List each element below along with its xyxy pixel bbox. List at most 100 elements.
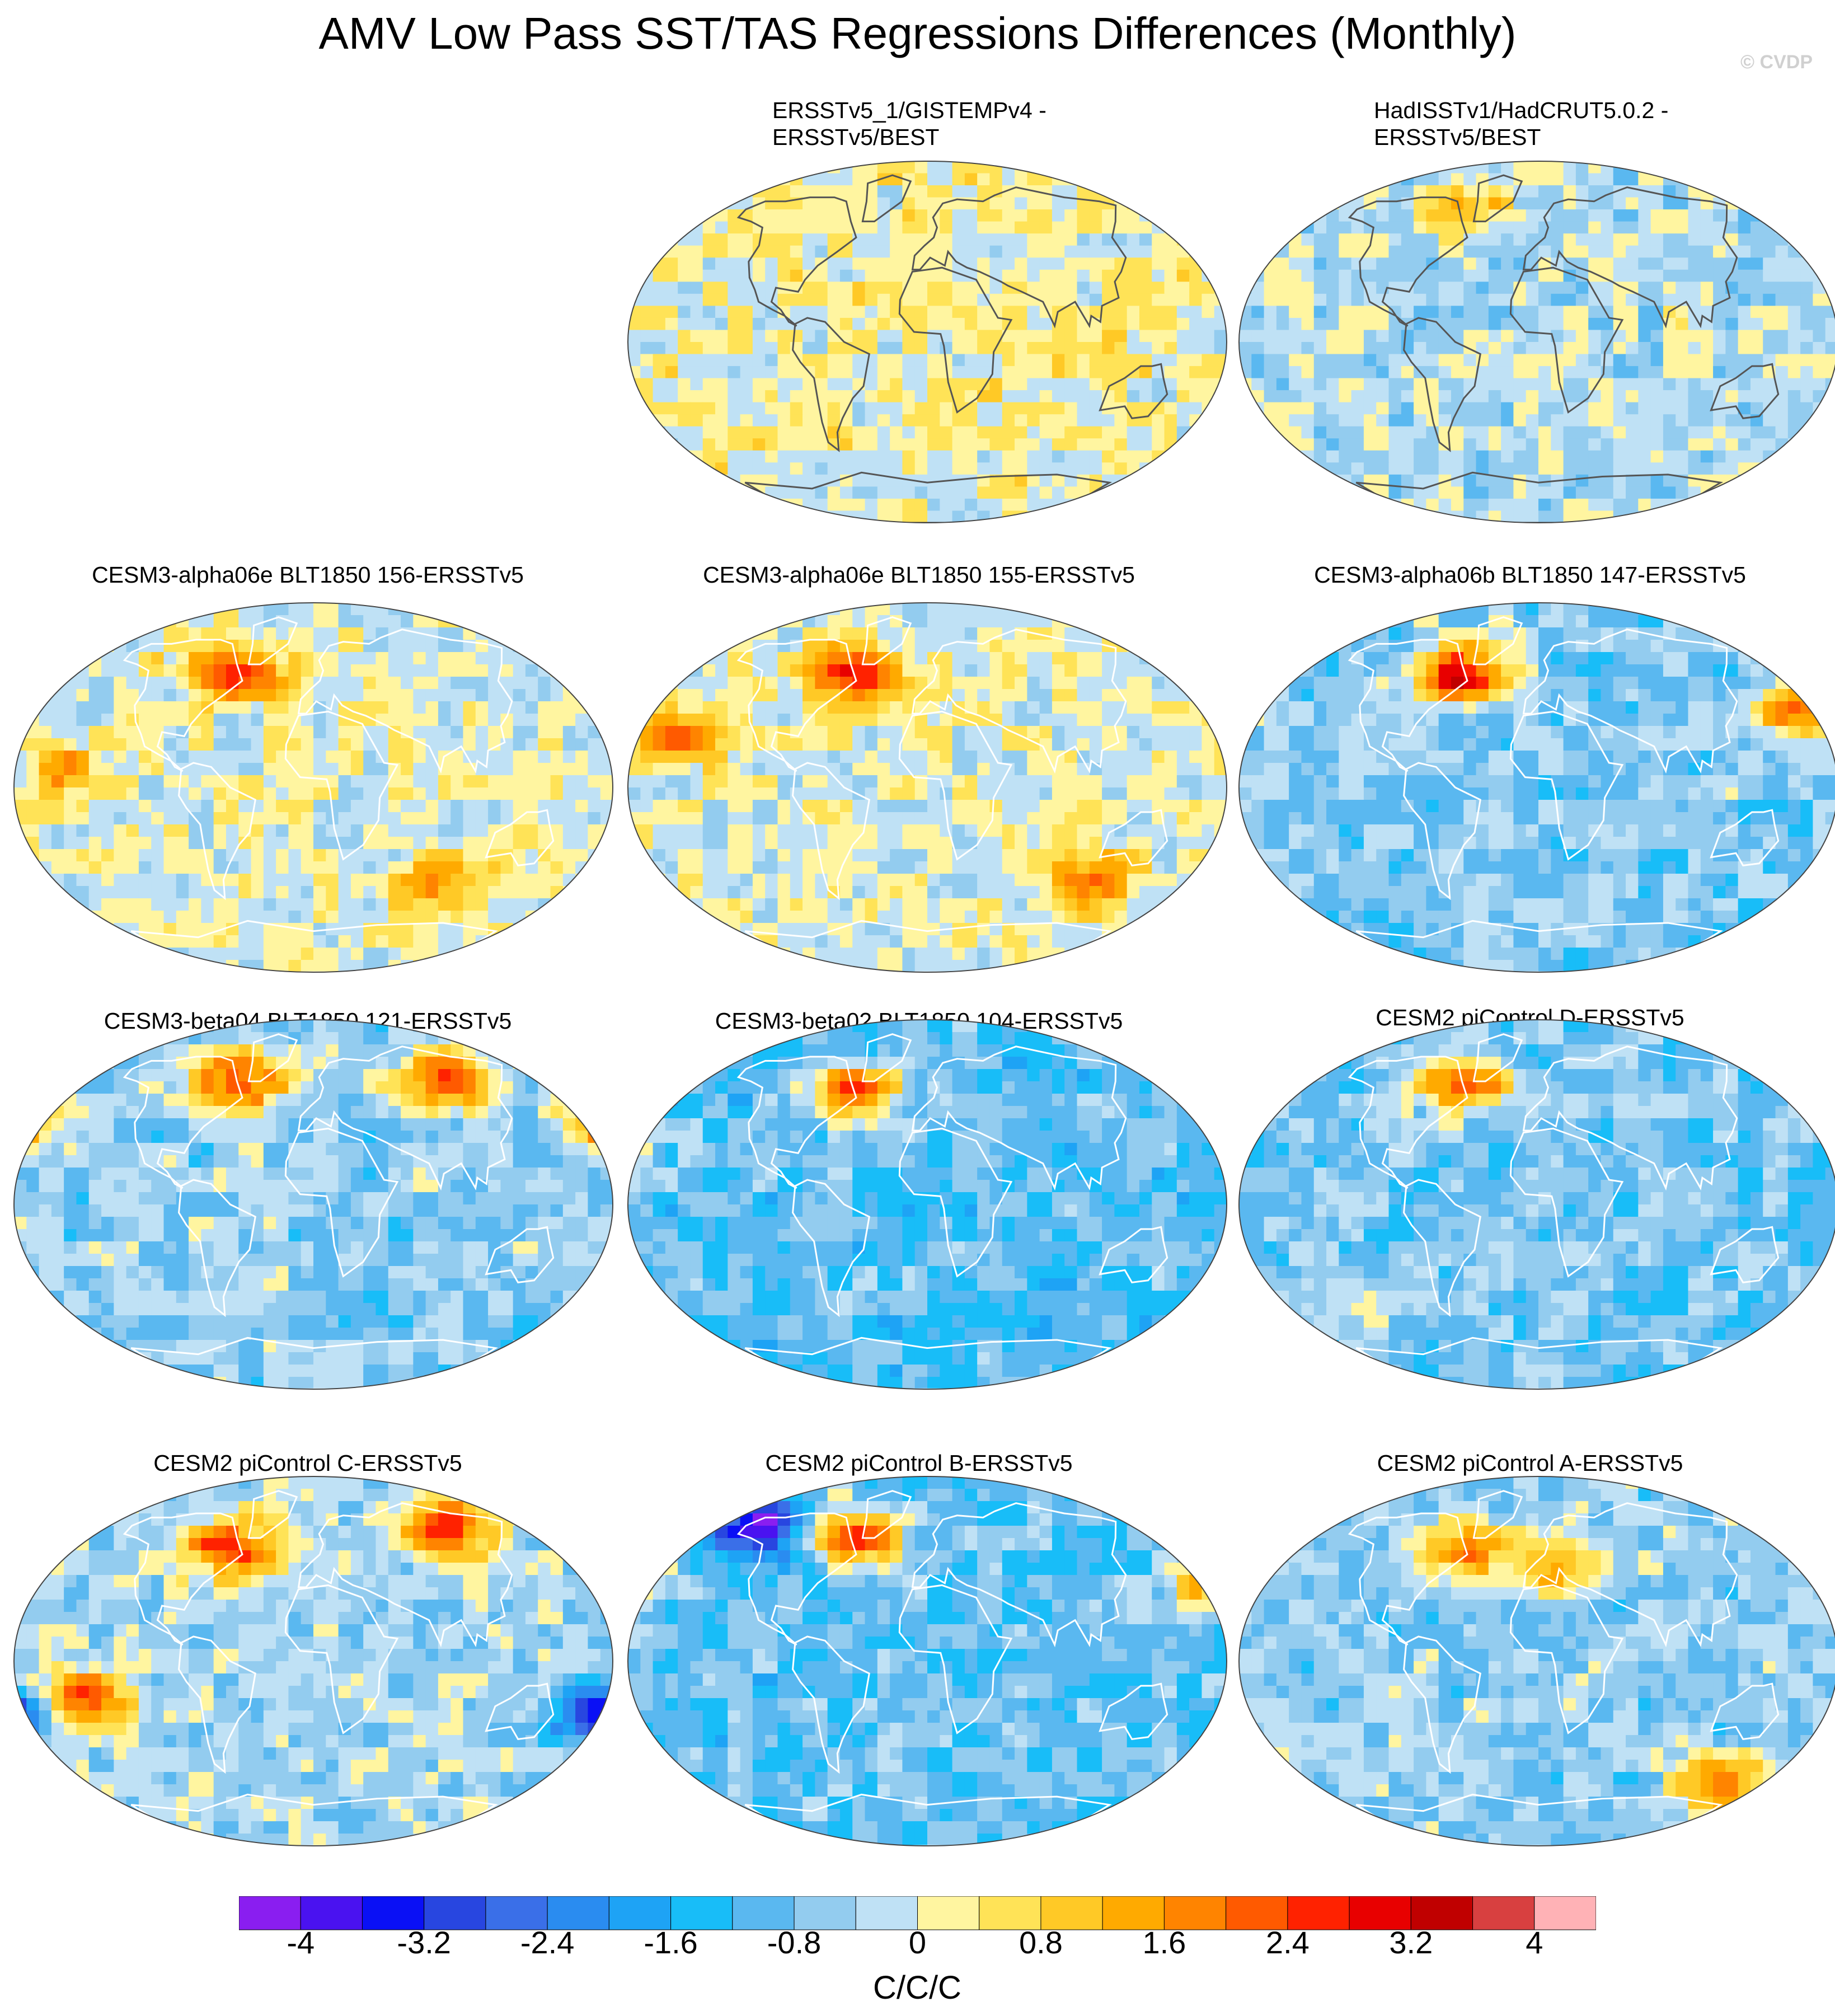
map-cell — [1301, 197, 1315, 210]
map-cell — [1276, 450, 1289, 463]
map-cell — [678, 450, 691, 463]
map-cell — [251, 677, 264, 690]
map-cell — [326, 763, 339, 776]
map-cell — [989, 378, 1003, 391]
map-cell — [176, 751, 189, 763]
map-cell — [1189, 197, 1203, 210]
map-cell — [301, 640, 314, 653]
map-cell — [114, 677, 127, 690]
map-cell — [562, 837, 576, 850]
map-cell — [313, 849, 326, 862]
map-cell — [1114, 652, 1128, 665]
map-cell — [1214, 317, 1227, 331]
map-cell — [852, 664, 866, 677]
map-cell — [1663, 221, 1676, 234]
map-cell — [790, 330, 803, 343]
map-cell — [1414, 342, 1426, 355]
map-cell — [877, 738, 890, 751]
map-cell — [1176, 306, 1190, 318]
map-cell — [1052, 627, 1065, 640]
map-cell — [665, 293, 678, 306]
map-cell — [902, 233, 916, 246]
map-cell — [1713, 209, 1726, 222]
map-cell — [1313, 366, 1327, 379]
map-cell — [927, 603, 940, 616]
map-cell — [1176, 603, 1190, 616]
map-cell — [1264, 282, 1277, 294]
map-cell — [852, 161, 866, 174]
map-cell — [1064, 269, 1078, 282]
map-cell — [338, 677, 351, 690]
map-cell — [263, 886, 276, 899]
map-cell — [1239, 366, 1252, 379]
map-cell — [1676, 257, 1689, 270]
map-cell — [1613, 245, 1626, 258]
map-cell — [1700, 462, 1714, 475]
map-cell — [562, 701, 576, 714]
map-cell — [1326, 209, 1339, 222]
map-cell — [1339, 293, 1352, 306]
map-cell — [1339, 269, 1352, 282]
map-cell — [1214, 233, 1227, 246]
map-cell — [1426, 293, 1439, 306]
map-cell — [815, 689, 828, 702]
map-cell — [765, 677, 778, 690]
map-cell — [189, 935, 201, 948]
map-cell — [1089, 738, 1102, 751]
map-cell — [475, 738, 489, 751]
map-cell — [226, 726, 239, 739]
map-cell — [1626, 257, 1639, 270]
map-cell — [728, 269, 741, 282]
map-cell — [665, 738, 678, 751]
map-cell — [690, 701, 703, 714]
map-cell — [101, 787, 114, 800]
map-cell — [338, 886, 351, 899]
map-cell — [715, 603, 728, 616]
map-cell — [927, 342, 940, 355]
map-cell — [1202, 330, 1215, 343]
map-cell — [1289, 486, 1302, 499]
map-cell — [1176, 185, 1190, 198]
map-cell — [1750, 438, 1763, 451]
map-cell — [740, 366, 753, 379]
map-cell — [690, 306, 703, 318]
map-cell — [263, 923, 276, 936]
map-cell — [1214, 342, 1227, 355]
map-cell — [1538, 233, 1551, 246]
cvdp-watermark: © CVDP — [1740, 51, 1813, 73]
map-cell — [827, 342, 841, 355]
map-cell — [1488, 474, 1501, 487]
map-cell — [839, 354, 853, 367]
map-cell — [213, 640, 227, 653]
map-cell — [1363, 354, 1377, 367]
map-cell — [1725, 510, 1739, 523]
map-cell — [1513, 257, 1527, 270]
map-cell — [14, 874, 27, 887]
map-cell — [1626, 221, 1639, 234]
map-cell — [1663, 197, 1676, 210]
map-cell — [1426, 378, 1439, 391]
map-cell — [575, 738, 589, 751]
map-cell — [64, 689, 77, 702]
map-cell — [815, 221, 828, 234]
map-cell — [413, 615, 426, 628]
map-cell — [475, 861, 489, 874]
map-cell — [1401, 330, 1414, 343]
map-cell — [1015, 317, 1027, 331]
map-cell — [1451, 306, 1464, 318]
map-cell — [76, 849, 90, 862]
map-cell — [1613, 342, 1626, 355]
map-cell — [151, 763, 165, 776]
map-cell — [163, 800, 177, 813]
map-cell — [1626, 233, 1639, 246]
map-cell — [914, 751, 928, 763]
map-cell — [1015, 366, 1027, 379]
map-cell — [1488, 221, 1501, 234]
map-cell — [1002, 486, 1015, 499]
map-cell — [865, 402, 878, 415]
map-cell — [952, 689, 965, 702]
map-cell — [690, 486, 703, 499]
map-cell — [1363, 510, 1377, 523]
map-cell — [1538, 330, 1551, 343]
map-cell — [964, 378, 978, 391]
